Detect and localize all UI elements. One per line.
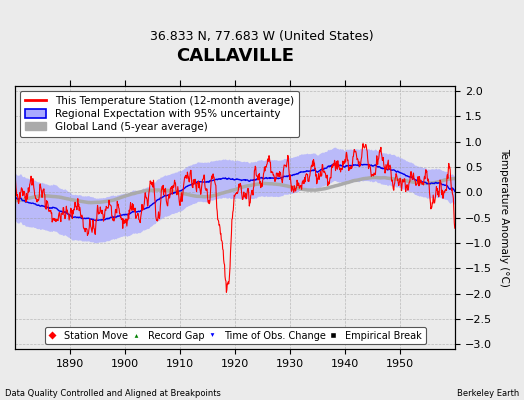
Text: Data Quality Controlled and Aligned at Breakpoints: Data Quality Controlled and Aligned at B…: [5, 389, 221, 398]
Text: 36.833 N, 77.683 W (United States): 36.833 N, 77.683 W (United States): [150, 30, 374, 43]
Text: Berkeley Earth: Berkeley Earth: [456, 389, 519, 398]
Legend: Station Move, Record Gap, Time of Obs. Change, Empirical Break: Station Move, Record Gap, Time of Obs. C…: [45, 327, 425, 344]
Y-axis label: Temperature Anomaly (°C): Temperature Anomaly (°C): [499, 148, 509, 287]
Title: CALLAVILLE: CALLAVILLE: [176, 47, 294, 65]
